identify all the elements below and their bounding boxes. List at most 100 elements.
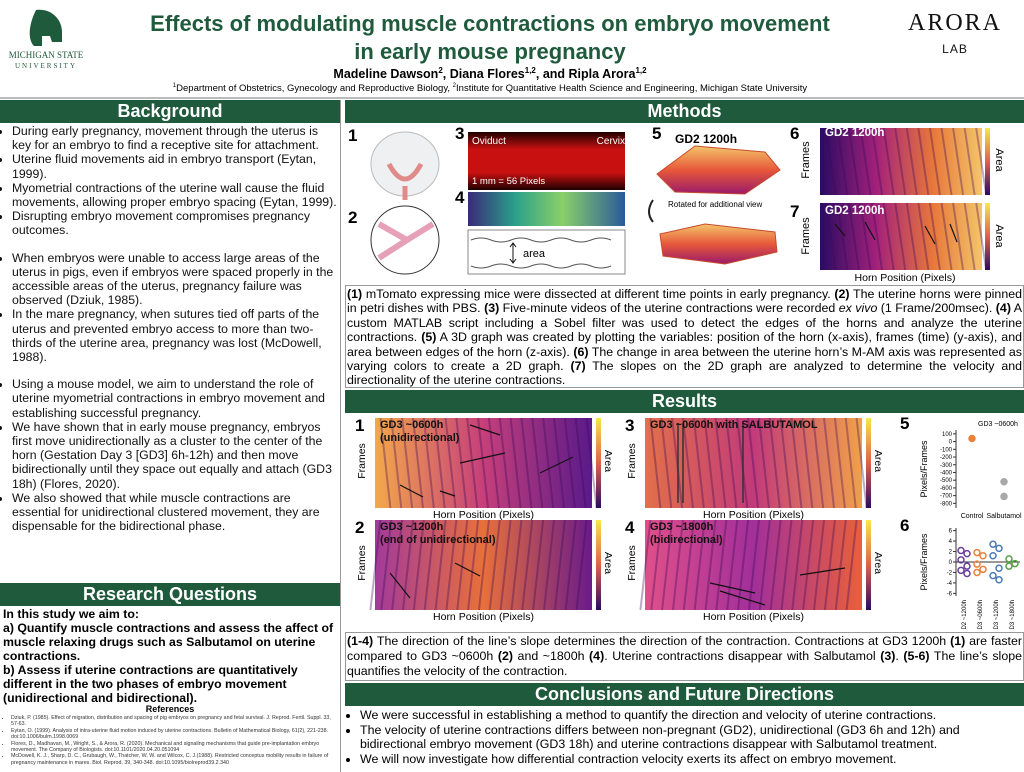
- stripe: [467, 519, 480, 611]
- slope-line: [539, 456, 574, 474]
- data-point: [989, 551, 997, 560]
- y-axis-label: Pixels/Frames: [919, 533, 929, 591]
- stripe: [488, 519, 501, 611]
- stripe: [975, 127, 988, 196]
- stripe: [725, 417, 738, 509]
- axis-label: Area: [872, 449, 884, 473]
- panel-note: Rotated for additional view: [668, 200, 763, 209]
- stripe: [411, 417, 424, 509]
- panel-number: 3: [455, 124, 465, 143]
- stripe: [531, 417, 544, 509]
- stripe: [736, 417, 749, 509]
- stripe: [905, 127, 918, 196]
- text-segment: (6): [573, 344, 589, 359]
- bullet-item: We were successful in establishing a met…: [360, 708, 1022, 723]
- stripe: [963, 127, 976, 196]
- bullet-list: Using a mouse model, we aim to understan…: [0, 377, 340, 533]
- poster-title: in early mouse pregnancy: [354, 39, 626, 64]
- slope-line: [439, 490, 456, 497]
- data-point: [963, 569, 971, 578]
- stripe: [444, 417, 457, 509]
- scatter-chart: 100 0-100 -200 -300-400 -500 -600 -700-800 GD3 …: [919, 421, 1022, 520]
- axis-label: Area: [602, 551, 614, 575]
- y-tick-label: -6: [947, 591, 953, 597]
- panel-number: 5: [900, 414, 910, 433]
- stripe: [585, 417, 598, 509]
- data-point: [1005, 555, 1013, 563]
- stripe: [477, 519, 490, 611]
- bullet-item: We will now investigate how differential…: [360, 752, 1022, 767]
- reference-list: Dziuk, P. (1985). Effect of migration, d…: [4, 715, 338, 766]
- axis-label: Area: [872, 551, 884, 575]
- stripe: [726, 519, 739, 611]
- slope-line: [864, 221, 876, 241]
- stripe: [833, 417, 846, 509]
- uterus-illustration: [386, 162, 424, 200]
- stripe: [681, 417, 694, 509]
- panel-number: 4: [625, 518, 635, 537]
- image-label: Cervix: [596, 136, 625, 147]
- data-point: [957, 546, 965, 555]
- data-point: [979, 551, 987, 560]
- text-segment: (4): [995, 301, 1011, 316]
- panel-label: GD3 ~0600h with SALBUTAMOL: [650, 419, 818, 431]
- slope-line: [799, 567, 846, 576]
- stripe: [563, 417, 576, 509]
- edge-line: [470, 237, 612, 269]
- bullet-item: Myometrial contractions of the uterine w…: [12, 181, 340, 209]
- text-segment: .: [895, 649, 904, 663]
- y-tick-label: 4: [949, 539, 953, 545]
- data-point: [963, 562, 971, 570]
- university-name: UNIVERSITY: [15, 62, 77, 70]
- stripe: [369, 519, 382, 611]
- stripe: [812, 417, 825, 509]
- data-point: [963, 549, 971, 558]
- text-segment: (2): [834, 287, 850, 301]
- data-point: [989, 571, 997, 580]
- stripe: [692, 417, 705, 509]
- stripe: [639, 519, 652, 611]
- stripe: [836, 202, 849, 271]
- y-tick-label: 6: [949, 529, 953, 535]
- reference-item: Eytan, O. (1999). Analysis of intra-uter…: [11, 728, 338, 741]
- text-segment: (1 Frame/200msec).: [877, 301, 996, 316]
- results-figures: [369, 417, 871, 611]
- panel-number: 2: [348, 208, 358, 227]
- stripe: [823, 519, 836, 611]
- bullet-item: Using a mouse model, we aim to understan…: [12, 377, 340, 420]
- y-tick-label: -100: [940, 447, 953, 453]
- y-tick-label: -700: [940, 494, 953, 500]
- stripe: [661, 519, 674, 611]
- text-segment: (5): [421, 330, 437, 345]
- text-segment: . Uterine contractions disappear with Sa…: [604, 649, 881, 663]
- stripe: [855, 417, 868, 509]
- stripe: [737, 519, 750, 611]
- stripe: [520, 417, 533, 509]
- stripe: [769, 519, 782, 611]
- stripe: [747, 417, 760, 509]
- y-tick-label: 0: [949, 560, 953, 566]
- panel-number: 6: [900, 516, 910, 535]
- affiliation-text: Department of Obstetrics, Gynecology and…: [176, 83, 453, 95]
- x-tick-label: Control: [961, 513, 984, 520]
- stripe: [542, 417, 555, 509]
- author-name: , and Ripla Arora: [535, 67, 636, 82]
- stripe: [882, 202, 895, 271]
- sobel-image: [468, 192, 625, 226]
- data-point: [973, 568, 981, 577]
- surface-plot: [659, 223, 778, 265]
- color-bar: [866, 520, 871, 610]
- data-point: [1005, 562, 1013, 570]
- panel-label: (unidirectional): [380, 432, 460, 444]
- stripe: [952, 127, 965, 196]
- stripe: [553, 519, 566, 611]
- stripe: [553, 417, 566, 509]
- msu-logo: MICHIGAN STATE UNIVERSITY: [9, 9, 84, 70]
- panel-label: (end of unidirectional): [380, 534, 496, 546]
- horn-illustration: [377, 221, 435, 261]
- color-bar: [596, 520, 601, 610]
- university-name: MICHIGAN STATE: [9, 50, 84, 60]
- y-tick-label: -800: [940, 501, 953, 507]
- heatmap: [375, 520, 592, 610]
- helmet-icon: [29, 9, 62, 46]
